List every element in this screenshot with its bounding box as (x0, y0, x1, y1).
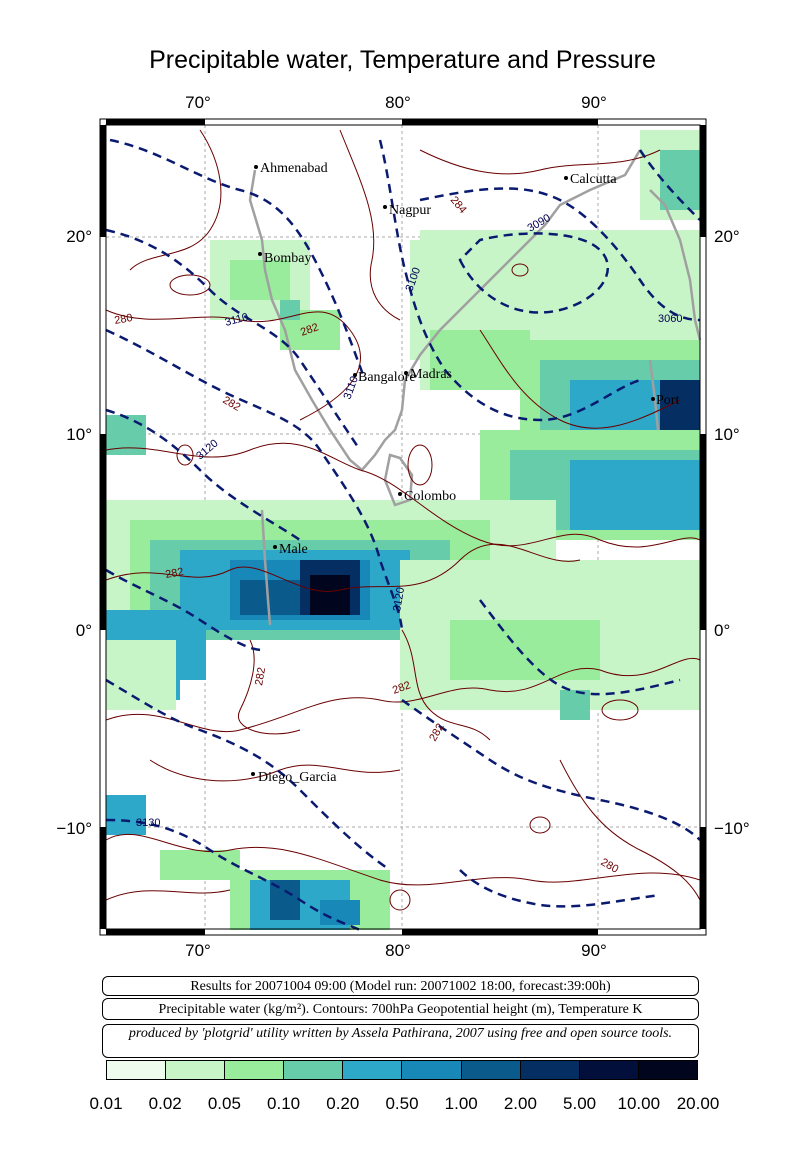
temperature-contours (105, 129, 701, 911)
colorbar-label: 0.02 (148, 1094, 182, 1113)
city-label-diego-garcia: Diego_Garcia (258, 770, 337, 785)
lat-tick-label: 10° (714, 425, 740, 444)
contour-label: 282 (391, 679, 412, 697)
map-title: Precipitable water, Temperature and Pres… (149, 46, 656, 74)
contour-label: 3110 (224, 311, 250, 329)
colorbar-label: 0.01 (89, 1094, 123, 1113)
city-label-bombay: Bombay (264, 251, 311, 266)
colorbar-swatch (225, 1061, 285, 1079)
city-label-nagpur: Nagpur (389, 203, 431, 218)
colorbar-swatch (520, 1061, 580, 1079)
colorbar-label: 20.00 (676, 1094, 720, 1113)
axis-tick-labels: 70° 80° 90° 70° 80° 90° 20° 10° 0° −10° … (56, 93, 749, 960)
colorbar-swatch (107, 1061, 167, 1079)
lat-tick-label: −10° (56, 819, 92, 838)
colorbar-swatch (638, 1061, 697, 1079)
city-label-ahmenabad: Ahmenabad (260, 161, 328, 176)
contour-label: 282 (299, 321, 320, 339)
contour-label: 3120 (391, 586, 407, 612)
colorbar-swatch (579, 1061, 639, 1079)
colorbar-label: 1.00 (444, 1094, 478, 1113)
colorbar-swatch (461, 1061, 521, 1079)
city-label-colombo: Colombo (404, 489, 456, 504)
colorbar-swatch (402, 1061, 462, 1079)
colorbar-label: 0.50 (385, 1094, 419, 1113)
lon-tick-label: 80° (385, 93, 411, 112)
city-label-port: Port (656, 393, 679, 408)
colorbar-swatch (343, 1061, 403, 1079)
colorbar-label: 2.00 (503, 1094, 537, 1113)
geopotential-contours (105, 138, 701, 932)
city-label-madras: Madras (410, 367, 452, 382)
colorbar-label: 0.10 (267, 1094, 301, 1113)
colorbar-label: 0.20 (326, 1094, 360, 1113)
city-markers: Ahmenabad Calcutta Nagpur Bombay Bangalo… (251, 161, 679, 785)
lat-tick-label: 20° (714, 227, 740, 246)
colorbar-swatch (166, 1061, 226, 1079)
colorbar (106, 1060, 698, 1080)
lon-tick-label: 80° (385, 941, 411, 960)
colorbar-label: 10.00 (617, 1094, 661, 1113)
city-label-bangalore: Bangalore (358, 370, 416, 385)
city-label-male: Male (279, 542, 308, 557)
contour-label: 280 (113, 312, 133, 327)
contour-label: 282 (164, 566, 184, 581)
colorbar-swatch (284, 1061, 344, 1079)
coastlines (248, 149, 702, 626)
lon-tick-label: 90° (581, 93, 607, 112)
contour-label: 282 (253, 666, 268, 686)
colorbar-label: 0.05 (207, 1094, 241, 1113)
lon-tick-label: 70° (185, 93, 211, 112)
run-info-box: Results for 20071004 09:00 (Model run: 2… (102, 976, 699, 996)
lat-tick-label: 10° (66, 425, 92, 444)
contour-label: 3130 (136, 817, 160, 829)
lon-tick-label: 70° (185, 941, 211, 960)
contour-label: 3060 (658, 313, 682, 325)
lat-tick-label: 20° (66, 227, 92, 246)
credits-box: produced by 'plotgrid' utility written b… (102, 1024, 699, 1058)
lon-tick-label: 90° (581, 941, 607, 960)
variable-info-box: Precipitable water (kg/m²). Contours: 70… (102, 998, 699, 1020)
lat-tick-label: 0° (76, 621, 92, 640)
map-frame (99, 118, 707, 936)
lat-tick-label: −10° (714, 819, 750, 838)
city-label-calcutta: Calcutta (570, 172, 617, 187)
lat-tick-label: 0° (714, 621, 730, 640)
colorbar-labels: 0.01 0.02 0.05 0.10 0.20 0.50 1.00 2.00 5.00 10.0… (0, 1094, 805, 1116)
colorbar-label: 5.00 (563, 1094, 597, 1113)
